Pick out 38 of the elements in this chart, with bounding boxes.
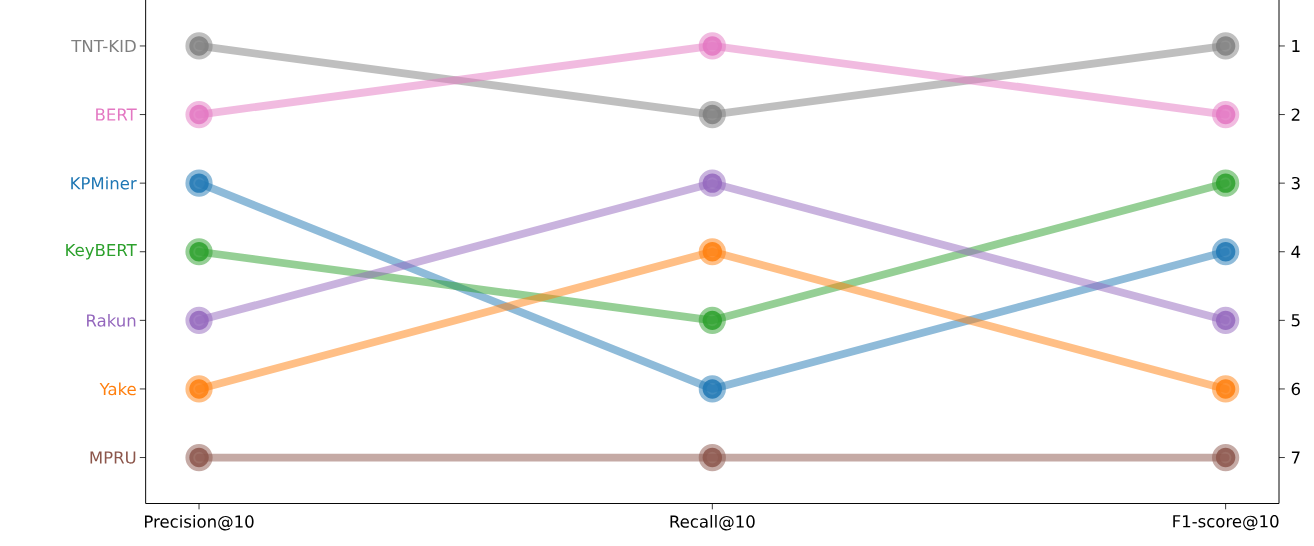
y-tick-label: 2 bbox=[1291, 108, 1300, 121]
point bbox=[185, 306, 213, 334]
point bbox=[1212, 32, 1240, 60]
point bbox=[185, 443, 213, 472]
x-tick-label: Recall@10 bbox=[670, 514, 755, 531]
point bbox=[1212, 169, 1240, 197]
point bbox=[1212, 238, 1240, 266]
point bbox=[698, 32, 726, 60]
point bbox=[698, 443, 726, 472]
y-tick-label: 7 bbox=[1291, 451, 1300, 464]
point bbox=[185, 375, 213, 403]
point bbox=[185, 169, 213, 197]
point bbox=[1212, 306, 1240, 334]
y-tick-label: 3 bbox=[1291, 176, 1300, 190]
point bbox=[1212, 375, 1240, 403]
y-tick-label: 6 bbox=[1291, 382, 1301, 396]
text: Rakun bbox=[87, 313, 136, 327]
text: KPMiner bbox=[71, 176, 137, 190]
point bbox=[1212, 443, 1240, 472]
x-tick-label: Precision@10 bbox=[145, 514, 254, 531]
point bbox=[698, 100, 726, 129]
point bbox=[185, 32, 213, 60]
y-tick-label: 1 bbox=[1292, 39, 1300, 52]
point bbox=[698, 375, 726, 403]
text: BERT bbox=[96, 108, 137, 121]
text: KeyBERT bbox=[66, 243, 137, 260]
x-tick-label: F1-score@10 bbox=[1173, 514, 1279, 531]
point bbox=[698, 238, 726, 266]
y-tick-label: 5 bbox=[1291, 314, 1300, 327]
point bbox=[185, 100, 213, 129]
text: MPRU bbox=[90, 451, 136, 464]
y-tick-label: 4 bbox=[1291, 245, 1301, 258]
point bbox=[1212, 100, 1240, 129]
point bbox=[698, 306, 726, 334]
text: Yake bbox=[99, 382, 136, 396]
point bbox=[698, 169, 726, 197]
point bbox=[185, 238, 213, 266]
text: TNT-KID bbox=[71, 39, 136, 52]
